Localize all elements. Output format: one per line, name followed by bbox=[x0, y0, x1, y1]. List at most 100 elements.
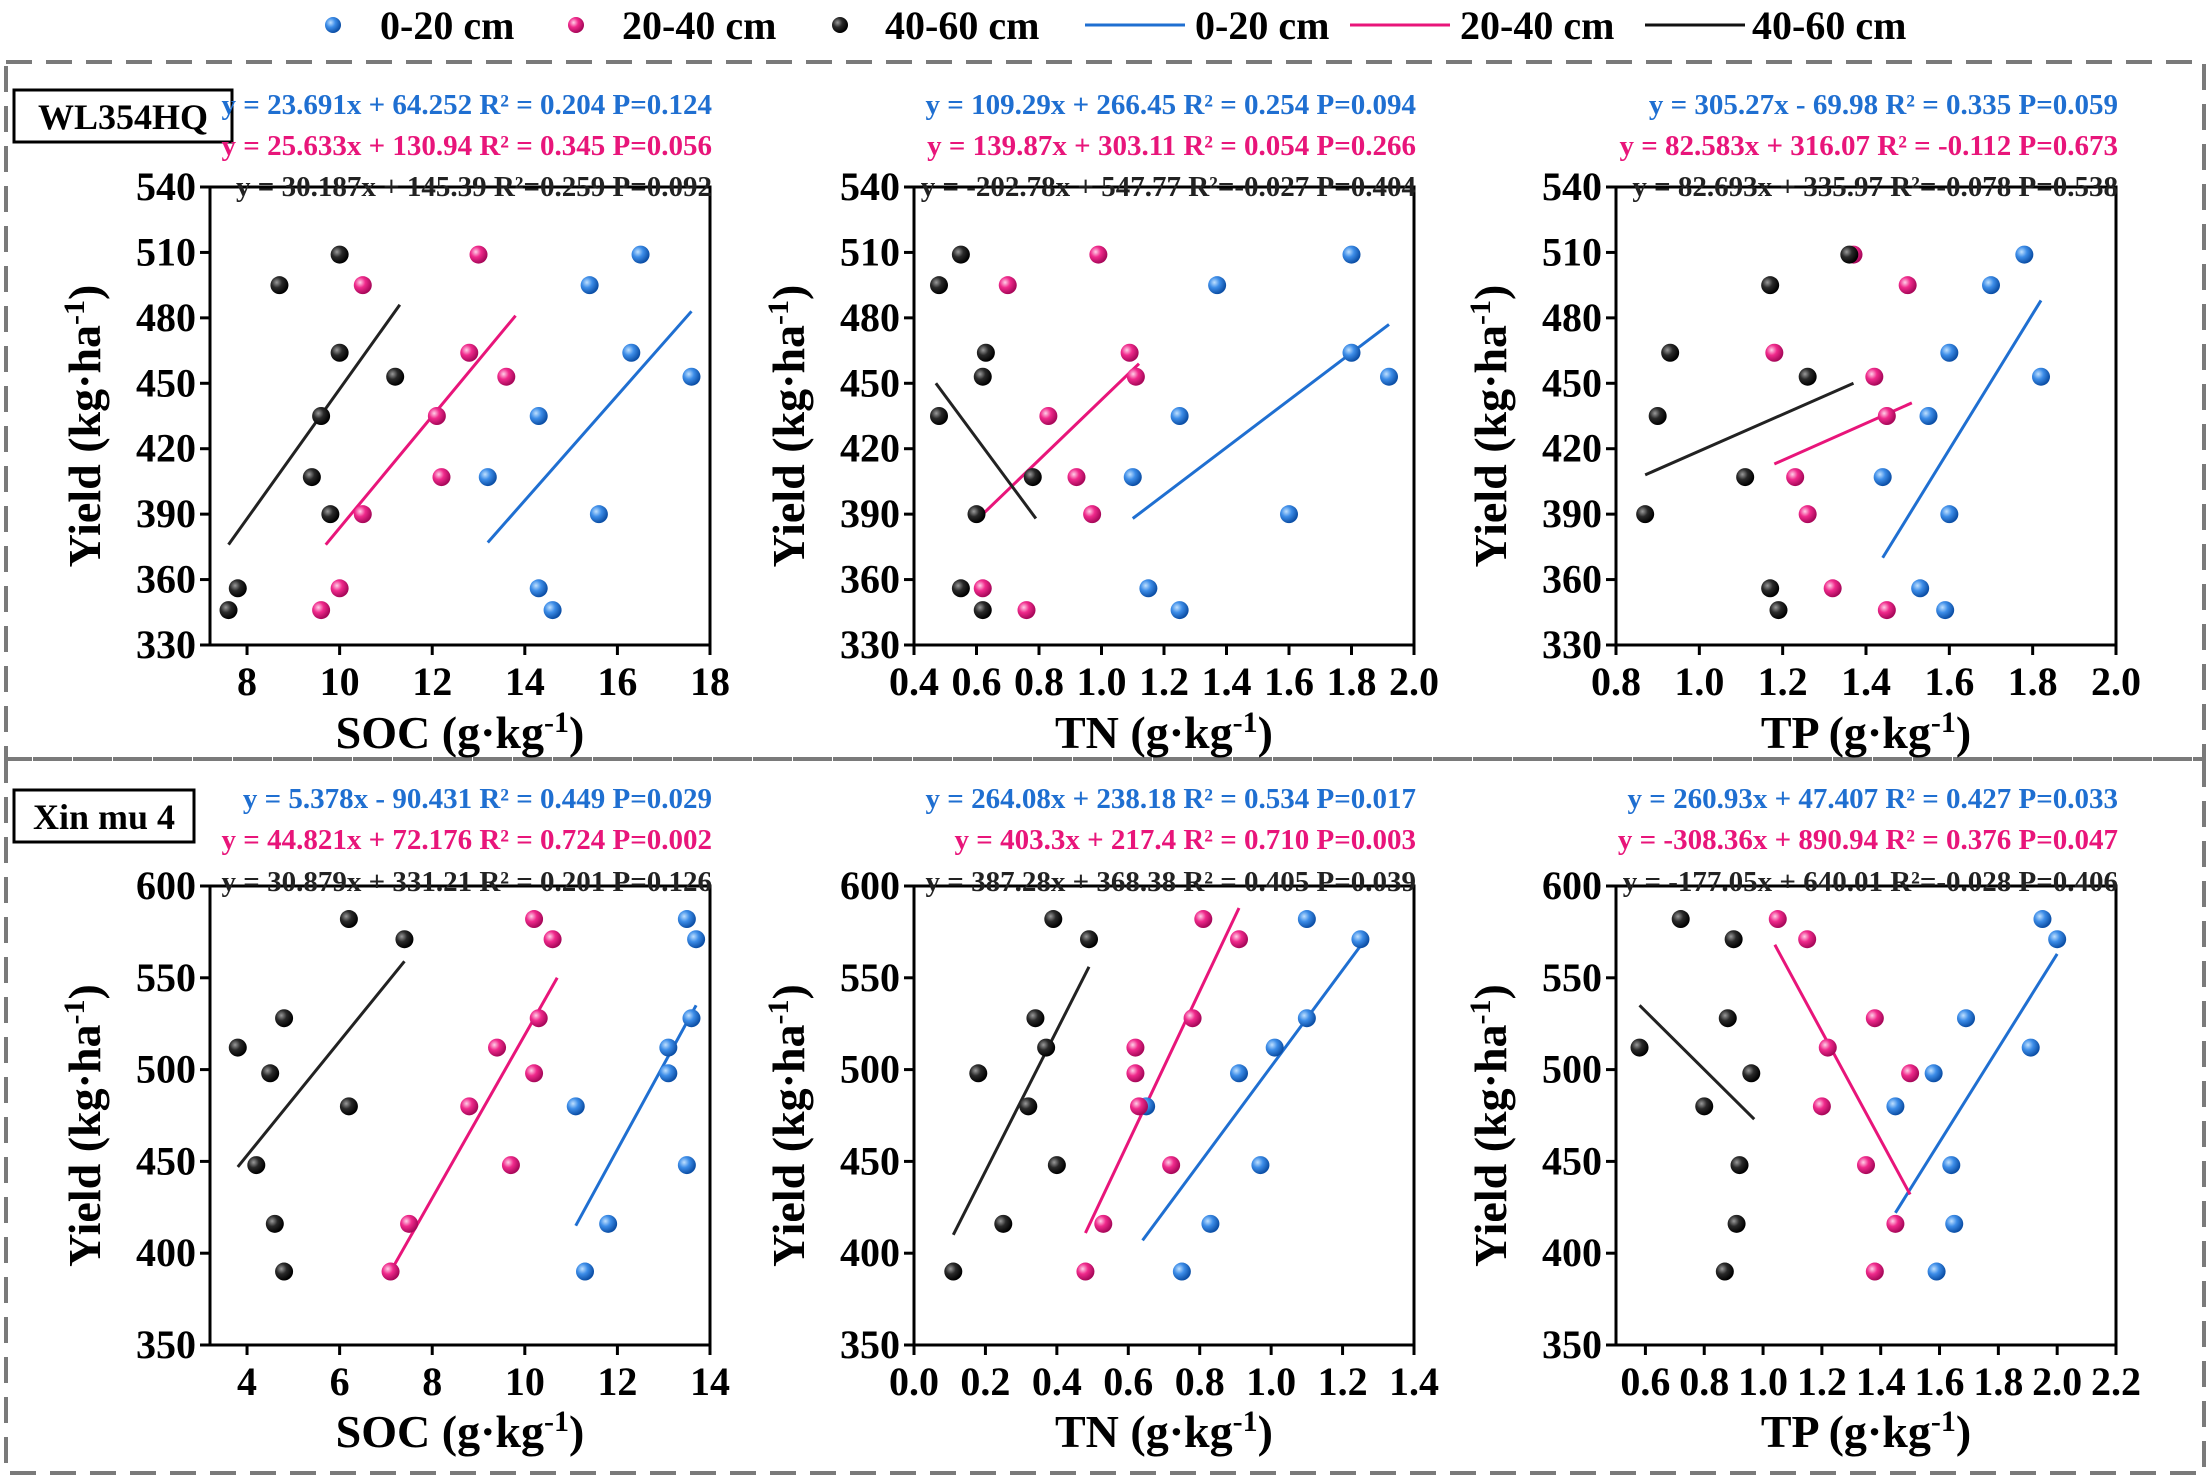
y-tick-label: 500 bbox=[840, 1047, 900, 1092]
x-axis-label: TP (g·kg-1) bbox=[1761, 1405, 1971, 1457]
data-point bbox=[1280, 505, 1298, 524]
data-point bbox=[1297, 910, 1316, 929]
data-point bbox=[1724, 930, 1743, 949]
panel-tag-top-label: WL354HQ bbox=[38, 97, 208, 137]
data-point bbox=[566, 1097, 585, 1116]
x-tick-label: 1.2 bbox=[1797, 1359, 1847, 1404]
legend-point-0-20: 0-20 cm bbox=[325, 3, 514, 48]
data-point bbox=[1351, 930, 1370, 949]
y-axis-label: Yield (kg·ha-1) bbox=[762, 984, 814, 1267]
y-tick-label: 390 bbox=[136, 491, 196, 536]
panel-frame-top bbox=[4, 60, 2206, 761]
x-tick-label: 0.6 bbox=[1103, 1359, 1153, 1404]
data-point bbox=[1342, 245, 1361, 264]
regression-equation: y = 139.87x + 303.11 R² = 0.054 P=0.266 bbox=[927, 130, 1416, 162]
data-point bbox=[228, 579, 247, 598]
legend-label-point-0-20: 0-20 cm bbox=[380, 3, 514, 48]
y-tick-label: 550 bbox=[840, 955, 900, 1000]
x-tick-label: 0.8 bbox=[1014, 659, 1064, 704]
data-point bbox=[631, 245, 650, 264]
x-tick-label: 6 bbox=[330, 1359, 350, 1404]
data-point bbox=[1877, 407, 1896, 425]
data-point bbox=[330, 245, 349, 264]
regression-equation: y = 305.27x - 69.98 R² = 0.335 P=0.059 bbox=[1649, 89, 2118, 121]
panel-frame-bottom bbox=[4, 757, 2206, 1475]
regression-equation: y = 30.187x + 145.39 R²=0.259 P=0.092 bbox=[236, 171, 712, 203]
data-point bbox=[998, 276, 1017, 295]
data-point bbox=[973, 601, 992, 620]
data-point bbox=[1019, 1097, 1038, 1116]
fit-line bbox=[486, 310, 693, 544]
y-axis-label: Yield (kg·ha-1) bbox=[762, 285, 814, 568]
y-tick-label: 500 bbox=[136, 1047, 196, 1092]
x-tick-label: 1.4 bbox=[1856, 1359, 1906, 1404]
y-tick-label: 550 bbox=[1542, 955, 1602, 1000]
x-tick-label: 0.0 bbox=[889, 1359, 939, 1404]
data-point bbox=[969, 1064, 988, 1083]
y-tick-label: 450 bbox=[1542, 360, 1602, 405]
data-point bbox=[1094, 1214, 1113, 1233]
data-point bbox=[1120, 343, 1139, 362]
regression-equation: y = 82.693x + 335.97 R²=-0.078 P=0.538 bbox=[1632, 171, 2118, 203]
data-point bbox=[1194, 910, 1213, 929]
chart-3-axes-box bbox=[208, 884, 712, 1347]
legend: 0-20 cm 20-40 cm 40-60 cm 0-20 cm 20-40 … bbox=[325, 3, 1906, 48]
data-point bbox=[687, 930, 706, 949]
data-point bbox=[576, 1262, 594, 1281]
x-tick-label: 1.6 bbox=[1264, 659, 1314, 704]
x-tick-label: 14 bbox=[505, 659, 545, 704]
y-tick-label: 510 bbox=[1542, 229, 1602, 274]
data-point bbox=[1840, 245, 1859, 264]
data-point bbox=[2033, 910, 2052, 929]
fit-line bbox=[1638, 1004, 1756, 1121]
data-point bbox=[951, 245, 970, 264]
regression-equation: y = -202.78x + 547.77 R²=-0.027 P=0.404 bbox=[921, 171, 1416, 203]
data-point bbox=[1170, 601, 1189, 620]
fit-line bbox=[574, 1004, 698, 1227]
data-point bbox=[339, 910, 358, 929]
data-point bbox=[1798, 505, 1817, 524]
chart-3: 350 400 450 500 550 600 4 6 8 10 12 14 SOC (g·kg-1) Y… bbox=[58, 783, 730, 1457]
data-point bbox=[1126, 1064, 1145, 1083]
fit-line bbox=[324, 314, 517, 546]
y-tick-label: 540 bbox=[1542, 164, 1602, 209]
data-point bbox=[1636, 505, 1655, 524]
data-point bbox=[1162, 1156, 1181, 1175]
data-point bbox=[1630, 1038, 1649, 1057]
legend-line-40-60: 40-60 cm bbox=[1645, 3, 1906, 48]
regression-equation: y = 30.879x + 331.21 R² = 0.201 P=0.126 bbox=[222, 866, 712, 898]
legend-marker-black bbox=[832, 17, 848, 33]
x-tick-label: 0.8 bbox=[1679, 1359, 1729, 1404]
data-point bbox=[1911, 579, 1930, 598]
x-axis-label: TP (g·kg-1) bbox=[1761, 706, 1971, 758]
data-point bbox=[1139, 579, 1158, 598]
data-point bbox=[1957, 1009, 1975, 1028]
legend-line-20-40: 20-40 cm bbox=[1350, 3, 1614, 48]
data-point bbox=[1865, 1009, 1884, 1028]
x-tick-label: 1.4 bbox=[1841, 659, 1891, 704]
y-tick-label: 330 bbox=[840, 622, 900, 667]
x-tick-label: 1.2 bbox=[1758, 659, 1808, 704]
data-point bbox=[1768, 910, 1787, 929]
data-point bbox=[967, 505, 986, 524]
panel-tag-bottom-box bbox=[12, 788, 196, 844]
panel-tag-bottom-label: Xin mu 4 bbox=[33, 797, 175, 837]
panel-tag-bottom: Xin mu 4 bbox=[12, 788, 196, 844]
data-point bbox=[1047, 1156, 1066, 1175]
data-point bbox=[1126, 1038, 1145, 1057]
legend-marker-pink bbox=[568, 17, 584, 33]
fit-line bbox=[1084, 907, 1241, 1234]
y-tick-label: 600 bbox=[840, 863, 900, 908]
x-axis-label: TN (g·kg-1) bbox=[1055, 1405, 1273, 1457]
x-axis-label: SOC (g·kg-1) bbox=[336, 706, 585, 758]
data-point bbox=[400, 1214, 419, 1233]
x-axis-label: TN (g·kg-1) bbox=[1055, 706, 1273, 758]
data-point bbox=[543, 601, 562, 620]
data-point bbox=[525, 910, 544, 929]
data-point bbox=[1877, 601, 1896, 620]
x-tick-label: 18 bbox=[690, 659, 730, 704]
data-point bbox=[1380, 367, 1398, 386]
y-tick-label: 330 bbox=[1542, 622, 1602, 667]
y-tick-label: 510 bbox=[840, 229, 900, 274]
